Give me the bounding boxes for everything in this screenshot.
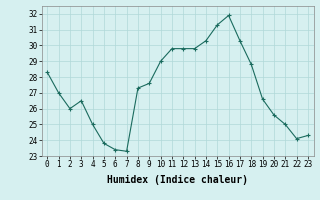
X-axis label: Humidex (Indice chaleur): Humidex (Indice chaleur) [107,175,248,185]
